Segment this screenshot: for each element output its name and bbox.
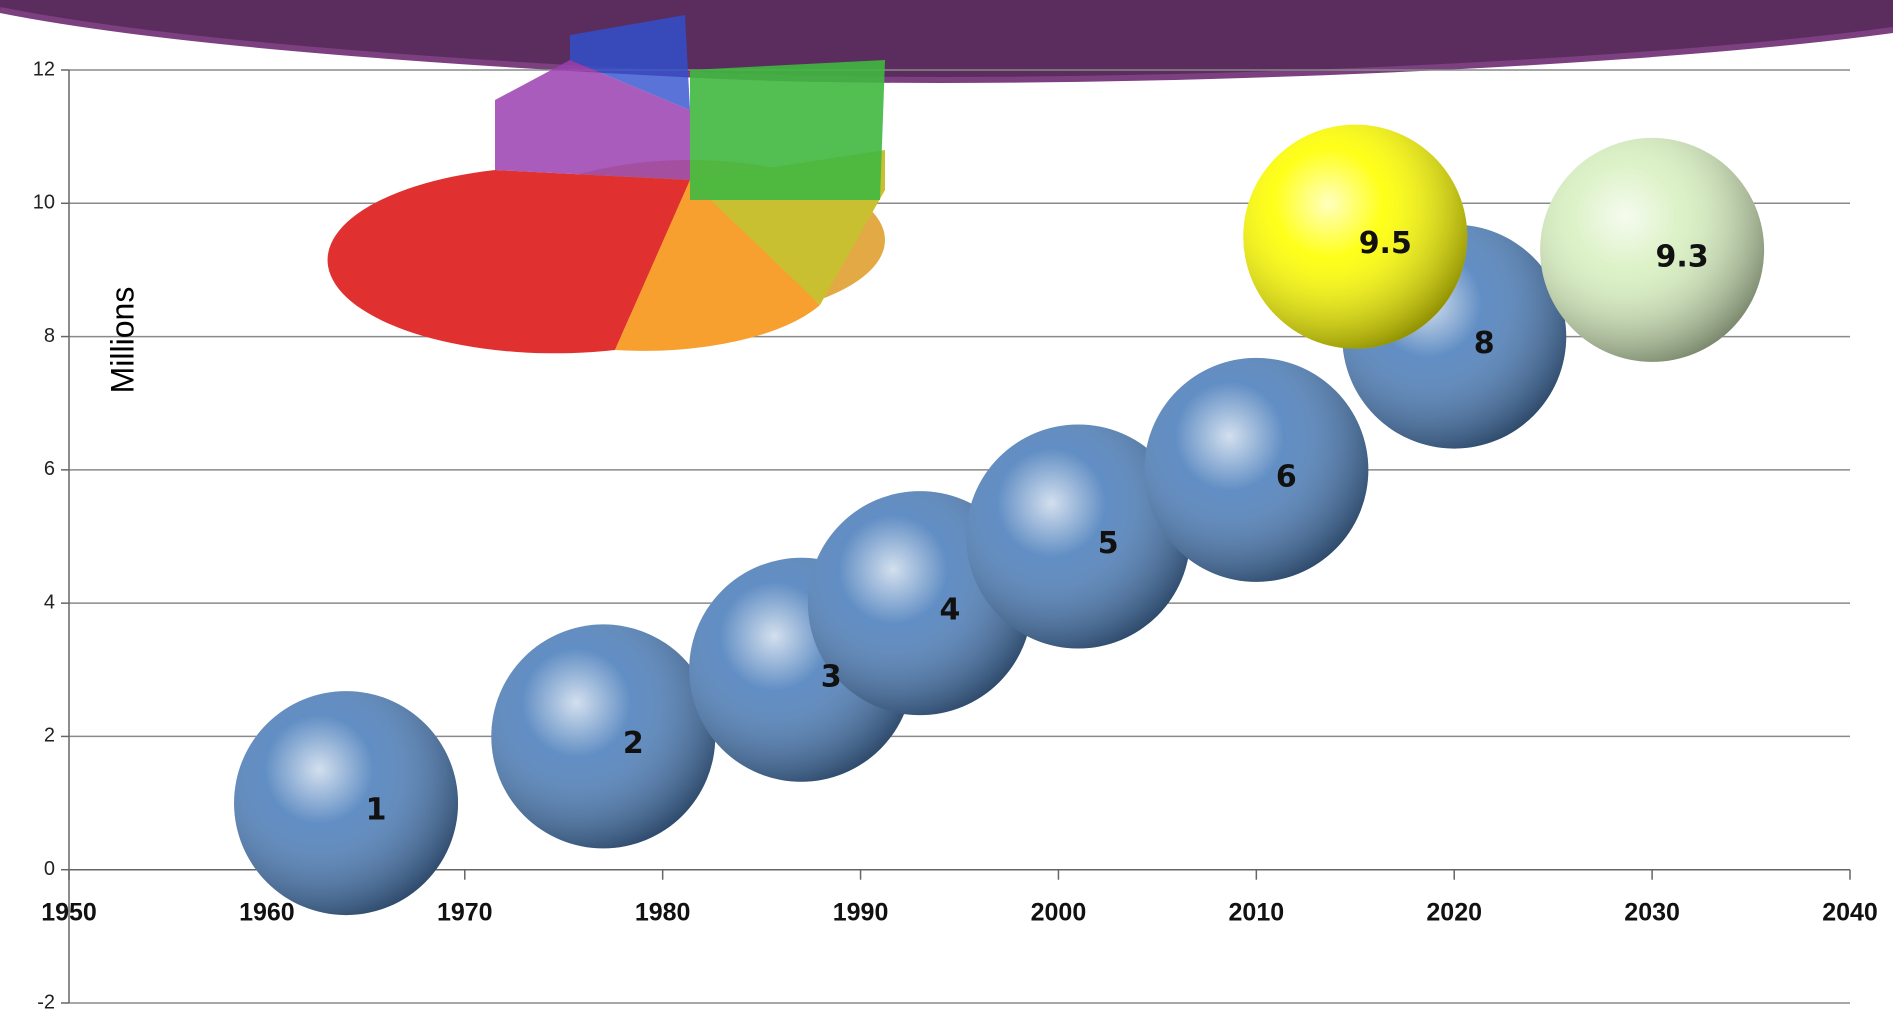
- x-tick-label: 1960: [239, 898, 295, 926]
- y-tick-label: 0: [44, 858, 55, 880]
- bubble-shine: [234, 691, 459, 916]
- pie-slice: [690, 60, 885, 200]
- pie-slice: [615, 180, 820, 351]
- data-label: 6: [1276, 459, 1297, 494]
- y-tick-label: 8: [44, 325, 55, 347]
- data-label: 1: [366, 793, 387, 828]
- x-tick-label: 2010: [1229, 898, 1285, 926]
- x-tick-label: 1970: [437, 898, 493, 926]
- data-label: 5: [1098, 526, 1119, 561]
- pie-slice: [570, 15, 690, 110]
- y-tick-label: 2: [44, 725, 55, 747]
- y-tick-label: 10: [33, 192, 55, 214]
- x-tick-label: 2000: [1031, 898, 1087, 926]
- bubble-shine: [966, 424, 1191, 649]
- x-tick-label: 1980: [635, 898, 691, 926]
- bubble-shine: [1540, 137, 1765, 362]
- x-tick-label: 2030: [1624, 898, 1680, 926]
- header-banner: [0, 0, 1893, 80]
- bubble-shine: [491, 624, 716, 849]
- pie-slice: [495, 60, 690, 180]
- x-tick-label: 1950: [41, 898, 97, 926]
- y-tick-label: -2: [37, 991, 55, 1013]
- data-label: 9.5: [1359, 226, 1412, 261]
- data-label: 8: [1474, 326, 1495, 361]
- y-tick-label: 4: [44, 591, 55, 613]
- bubble-shine: [1144, 357, 1369, 582]
- y-axis-label: Millions: [104, 287, 140, 394]
- pie-clipart: [327, 15, 885, 354]
- data-label: 4: [939, 593, 960, 628]
- bubble-shine: [1243, 124, 1468, 349]
- data-label: 9.3: [1656, 239, 1709, 274]
- pie-slice: [327, 170, 690, 354]
- data-label: 3: [821, 659, 842, 694]
- x-tick-label: 1990: [833, 898, 889, 926]
- y-tick-label: 6: [44, 458, 55, 480]
- x-tick-label: 2020: [1426, 898, 1482, 926]
- x-tick-label: 2040: [1822, 898, 1878, 926]
- data-label: 2: [623, 726, 644, 761]
- y-tick-label: 12: [33, 58, 55, 80]
